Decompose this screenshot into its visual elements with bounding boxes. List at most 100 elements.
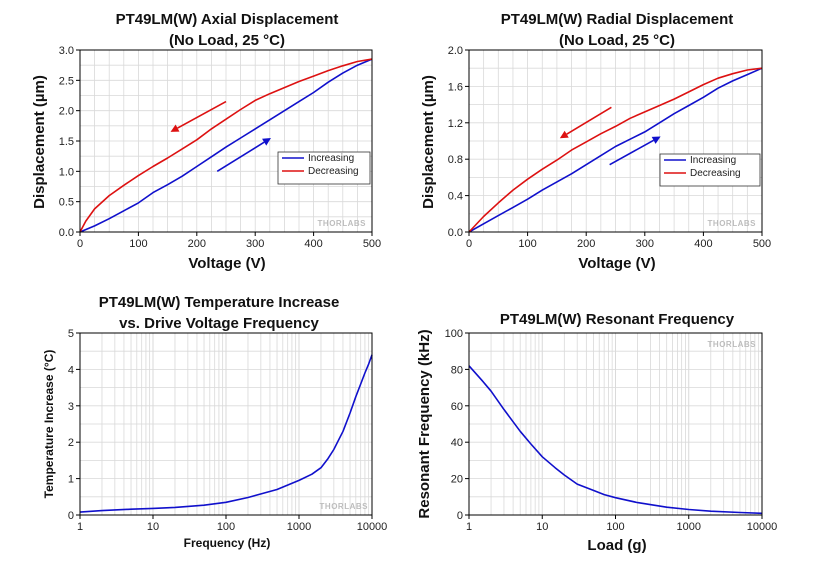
y-tick-label: 0.0 [59,227,74,239]
grid [79,332,373,516]
arrow-shaft [609,139,655,166]
x-tick-label: 300 [246,238,264,250]
y-tick-label: 5 [68,328,74,340]
grid [468,332,763,516]
x-tick-label: 100 [606,521,624,533]
x-tick-label: 200 [188,238,206,250]
x-tick-label: 100 [518,238,536,250]
x-tick-label: 10000 [357,521,388,533]
legend-label: Increasing [690,155,736,166]
x-tick-label: 300 [636,238,654,250]
y-tick-label: 2.0 [448,45,463,57]
chart-title-line-1: PT49LM(W) Resonant Frequency [500,311,735,328]
axial-displacement-chart: PT49LM(W) Axial Displacement (No Load, 2… [31,11,381,272]
legend: Increasing Decreasing [277,151,371,185]
x-tick-label: 200 [577,238,595,250]
x-tick-label: 100 [129,238,147,250]
y-tick-label: 1.5 [59,136,74,148]
x-axis-label: Voltage (V) [578,255,655,272]
series-line-increasing [79,58,373,233]
x-tick-label: 10 [147,521,159,533]
plot-frame [468,49,763,233]
x-tick-label: 0 [466,238,472,250]
y-tick-label: 4 [68,364,74,376]
ticks: 1 10 100 1000 10000 0 20 40 60 80 100 [445,328,778,533]
y-tick-label: 0.8 [448,154,463,166]
series-line-curve [79,354,373,513]
y-tick-label: 0.0 [448,227,463,239]
y-tick-label: 3.0 [59,45,74,57]
y-tick-label: 0.5 [59,197,74,209]
series-line-increasing [468,67,763,233]
watermark-logo: THORLABS [708,219,757,228]
x-axis-label: Frequency (Hz) [184,536,271,550]
x-axis-label: Voltage (V) [188,255,265,272]
ticks: 0 100 200 300 400 500 0.0 0.4 0.8 1.2 1.6 2.0 [448,45,771,250]
y-axis-label: Displacement (µm) [31,75,48,209]
x-tick-label: 500 [753,238,771,250]
y-tick-label: 60 [451,401,463,413]
x-tick-label: 500 [363,238,381,250]
x-tick-label: 1000 [287,521,311,533]
y-tick-label: 20 [451,474,463,486]
y-tick-label: 0 [68,510,74,522]
series-line-decreasing [468,67,763,233]
x-tick-label: 1 [77,521,83,533]
x-tick-label: 10000 [747,521,778,533]
y-tick-label: 2 [68,437,74,449]
y-tick-label: 1.2 [448,118,463,130]
y-tick-label: 1.6 [448,81,463,93]
direction-arrow [559,106,612,139]
y-tick-label: 1.0 [59,166,74,178]
chart-title-line-1: PT49LM(W) Temperature Increase [99,294,340,311]
x-axis-label: Load (g) [587,537,646,554]
y-axis-label: Displacement (µm) [420,75,437,209]
y-tick-label: 1 [68,474,74,486]
arrow-head [170,124,180,132]
x-tick-label: 0 [77,238,83,250]
y-axis-label: Resonant Frequency (kHz) [416,329,433,518]
chart-title-line-2: vs. Drive Voltage Frequency [119,315,319,332]
arrow-shaft [566,106,612,135]
ticks: 0 100 200 300 400 500 0.0 0.5 1.0 1.5 2.0 2.5 3.0 [59,45,381,250]
direction-arrow [216,137,271,173]
x-tick-label: 1 [466,521,472,533]
direction-arrow [170,100,227,132]
y-tick-label: 80 [451,364,463,376]
y-axis-label: Temperature Increase (°C) [42,350,56,499]
plot-area: THORLABS Increasing Decreasing 0 100 200 300 40… [59,45,381,250]
chart-title-line-2: (No Load, 25 °C) [169,32,285,49]
y-tick-label: 0.4 [448,191,463,203]
y-tick-label: 40 [451,437,463,449]
y-tick-label: 0 [457,510,463,522]
series-line-curve [468,365,763,515]
y-tick-label: 3 [68,401,74,413]
radial-displacement-chart: PT49LM(W) Radial Displacement (No Load, … [420,11,771,272]
watermark-logo: THORLABS [320,502,369,511]
resonant-frequency-chart: PT49LM(W) Resonant Frequency THORLABS 1 10… [416,311,777,554]
chart-title-line-1: PT49LM(W) Axial Displacement [116,11,339,28]
legend-label: Decreasing [690,168,741,179]
arrow-head [559,130,569,139]
chart-title-line-1: PT49LM(W) Radial Displacement [501,11,734,28]
arrow-head [651,136,661,144]
x-tick-label: 400 [694,238,712,250]
plot-area: THORLABS 1 10 100 1000 10000 0 20 40 60 80 100 [445,328,778,533]
plot-area: THORLABS Increasing Decreasing 0 100 200 300 40… [448,45,771,250]
direction-arrow [609,136,661,166]
arrow-head [262,137,271,146]
arrow-shaft [177,100,227,129]
legend-label: Increasing [308,153,354,164]
legend: Increasing Decreasing [659,153,761,187]
temperature-increase-chart: PT49LM(W) Temperature Increase vs. Drive… [42,294,387,550]
series-line-decreasing [79,58,373,233]
grid [79,49,373,233]
x-tick-label: 1000 [677,521,701,533]
y-tick-label: 100 [445,328,463,340]
x-tick-label: 100 [217,521,235,533]
x-tick-label: 400 [304,238,322,250]
chart-title-line-2: (No Load, 25 °C) [559,32,675,49]
